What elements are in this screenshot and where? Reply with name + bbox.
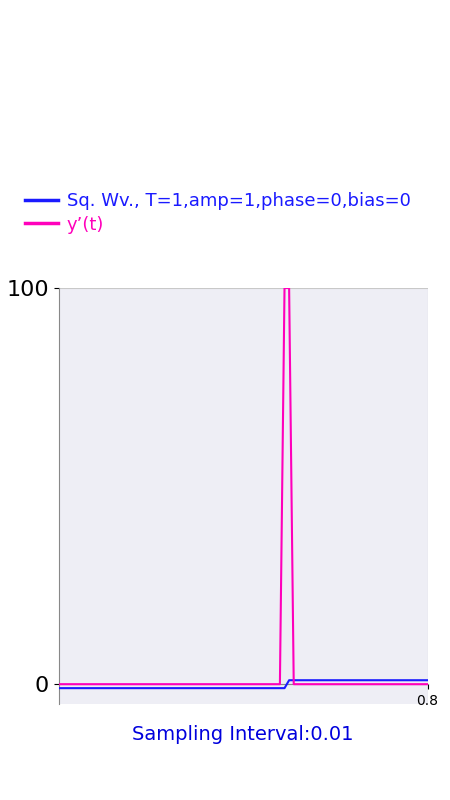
Text: FREQUENCY: FREQUENCY (283, 111, 392, 129)
X-axis label: Sampling Interval:0.01: Sampling Interval:0.01 (132, 725, 354, 743)
Legend: Sq. Wv., T=1,amp=1,phase=0,bias=0, y’(t): Sq. Wv., T=1,amp=1,phase=0,bias=0, y’(t) (18, 185, 418, 241)
Text: T: T (105, 110, 120, 130)
